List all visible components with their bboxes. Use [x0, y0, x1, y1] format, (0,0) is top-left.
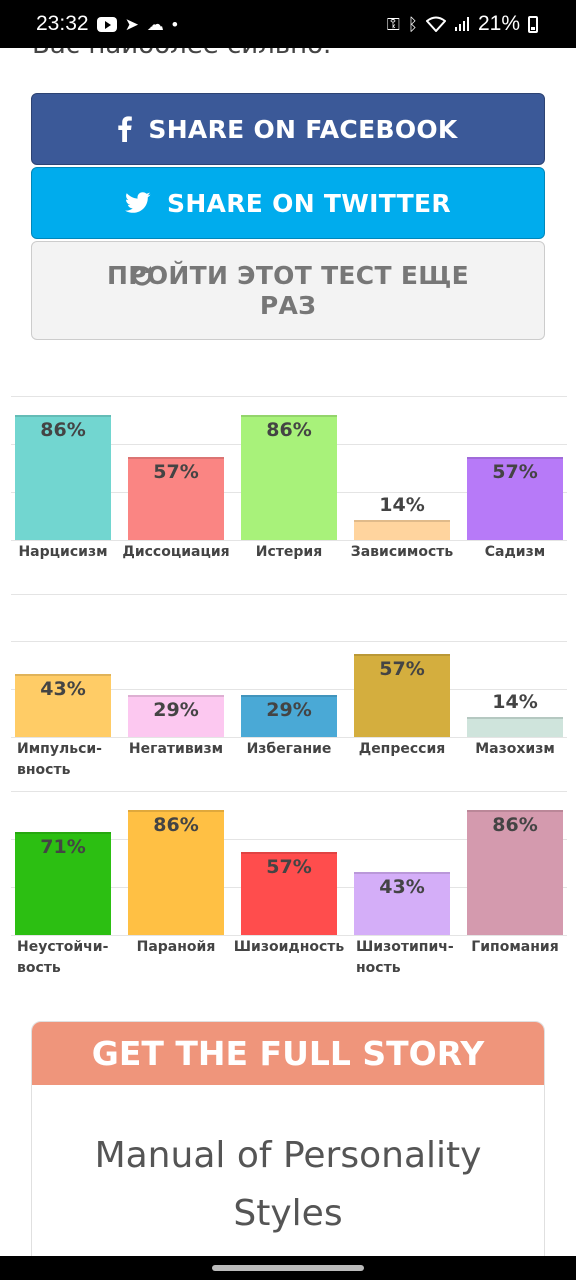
- bar-value-label: 14%: [379, 494, 425, 516]
- twitter-icon: [125, 192, 151, 214]
- bar-value-label: 43%: [379, 876, 425, 898]
- chart-bar: [241, 852, 337, 935]
- bar-value-label: 57%: [379, 658, 425, 680]
- cloud-icon: ☁: [146, 14, 164, 34]
- chart-bar: [15, 415, 111, 540]
- bar-value-label: 14%: [492, 691, 538, 713]
- grid-line: [11, 839, 567, 840]
- full-story-heading: GET THE FULL STORY: [32, 1022, 544, 1085]
- share-twitter-label: SHARE ON TWITTER: [167, 188, 451, 218]
- battery-percent: 21%: [477, 12, 520, 35]
- bar-category-label: Шизоидность: [233, 939, 345, 955]
- bar-value-label: 71%: [40, 836, 86, 858]
- bar-category-label: Паранойя: [136, 939, 216, 955]
- bar-value-label: 86%: [492, 814, 538, 836]
- chart-bar: [354, 872, 450, 935]
- wifi-icon: [425, 16, 446, 32]
- retake-test-label: ПРОЙТИ ЭТОТ ТЕСТ ЕЩЕ РАЗ: [106, 260, 470, 320]
- grid-line: [11, 641, 567, 642]
- bar-category-label: Избегание: [246, 741, 332, 757]
- chart-bar: [128, 457, 224, 540]
- signal-icon: [454, 17, 469, 31]
- bar-category-label: Депрессия: [358, 741, 446, 757]
- bar-category-label: Неустойчи-вость: [17, 939, 109, 976]
- youtube-icon: [96, 16, 117, 32]
- book-title-link[interactable]: Manual of Personality Styles: [94, 1135, 482, 1234]
- chart-bar: [467, 810, 563, 935]
- bar-value-label: 43%: [40, 678, 86, 700]
- full-story-card: GET THE FULL STORY Manual of Personality…: [31, 1021, 545, 1261]
- refresh-icon: [130, 264, 154, 288]
- battery-icon: [528, 15, 538, 33]
- bar-value-label: 57%: [153, 461, 199, 483]
- grid-line: [11, 737, 567, 738]
- share-facebook-button[interactable]: SHARE ON FACEBOOK: [31, 93, 545, 165]
- chart-bar: [128, 695, 224, 737]
- chart-bar: [15, 674, 111, 737]
- bar-value-label: 29%: [266, 699, 312, 721]
- retake-test-button[interactable]: ПРОЙТИ ЭТОТ ТЕСТ ЕЩЕ РАЗ: [31, 241, 545, 340]
- chart-bar: [241, 695, 337, 737]
- grid-line: [11, 594, 567, 595]
- bar-value-label: 29%: [153, 699, 199, 721]
- bar-category-label: Шизотипич-ность: [356, 939, 454, 976]
- grid-line: [11, 935, 567, 936]
- grid-line: [11, 396, 567, 397]
- chart-bar: [128, 810, 224, 935]
- bar-category-label: Нарцисизм: [18, 544, 108, 560]
- key-icon: ⚿: [386, 14, 400, 34]
- bar-category-label: Зависимость: [350, 544, 454, 560]
- bar-category-label: Истерия: [255, 544, 323, 560]
- share-facebook-label: SHARE ON FACEBOOK: [148, 114, 458, 144]
- chart-bar: [467, 717, 563, 737]
- bar-chart-2: 43% Импульси-вность 29% Негативизм 29% Избега…: [11, 594, 567, 784]
- chart-bar: [467, 457, 563, 540]
- share-twitter-button[interactable]: SHARE ON TWITTER: [31, 167, 545, 239]
- bar-category-label: Диссоциация: [122, 544, 230, 560]
- telegram-icon: ➤: [124, 14, 139, 34]
- grid-line: [11, 540, 567, 541]
- bar-chart-3: 71% Неустойчи-вость 86% Паранойя 57% Шизоидно…: [11, 791, 567, 981]
- chart-bar: [354, 520, 450, 540]
- bar-category-label: Садизм: [484, 544, 546, 560]
- home-gesture-handle[interactable]: [212, 1265, 364, 1271]
- chart-bar: [354, 654, 450, 737]
- grid-line: [11, 791, 567, 792]
- bar-category-label: Импульси-вность: [17, 741, 102, 778]
- status-time: 23:32: [36, 12, 89, 35]
- status-bar: 23:32 ➤ ☁ • ⚿ ᛒ 21%: [0, 0, 576, 48]
- chart-bar: [241, 415, 337, 540]
- bar-value-label: 57%: [266, 856, 312, 878]
- grid-line: [11, 689, 567, 690]
- bar-category-label: Мазохизм: [475, 741, 555, 757]
- bar-category-label: Гипомания: [471, 939, 559, 955]
- bluetooth-icon: ᛒ: [407, 14, 418, 34]
- bar-category-label: Негативизм: [128, 741, 224, 757]
- chart-bar: [15, 832, 111, 935]
- bar-value-label: 86%: [40, 419, 86, 441]
- navigation-bar: [0, 1256, 576, 1280]
- bar-value-label: 57%: [492, 461, 538, 483]
- bar-value-label: 86%: [266, 419, 312, 441]
- dot-icon: •: [171, 14, 178, 34]
- bar-chart-1: 86% Нарцисизм 57% Диссоциация 86% Истерия 14% З…: [11, 396, 567, 566]
- facebook-icon: [118, 116, 133, 142]
- bar-value-label: 86%: [153, 814, 199, 836]
